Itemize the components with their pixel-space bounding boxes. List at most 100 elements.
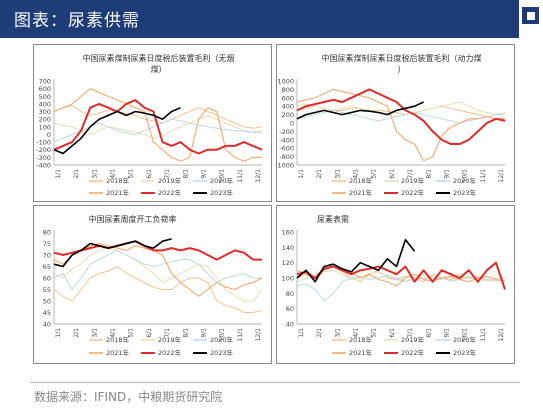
x-tick-label: 10/1 xyxy=(462,328,469,342)
logo-notch xyxy=(527,12,535,20)
footer-divider xyxy=(30,382,520,383)
chart-thermal-coal: 中国尿素煤制尿素日度税后装置毛利（动力煤 ） -1000-800-600-400-2… xyxy=(275,53,506,197)
legend-label: 2019年 xyxy=(401,335,425,344)
y-tick-label: -200 xyxy=(36,146,51,154)
x-tick-label: 3/1 xyxy=(91,328,98,338)
legend-label: 2019年 xyxy=(158,335,182,344)
legend-label: 2022年 xyxy=(401,348,425,357)
y-tick-label: 400 xyxy=(39,100,51,108)
logo xyxy=(519,0,543,38)
y-tick-label: 55 xyxy=(43,286,51,294)
y-tick-label: 60 xyxy=(43,275,51,283)
chart-title-line2: ） xyxy=(398,65,406,74)
legend-label: 2021年 xyxy=(106,348,130,357)
chart-panel-operating-rate: 中国尿素周度开工负荷率 40 45 50 55 60 65 70 75 80 1/1 2/1 3/1 4/… xyxy=(33,205,272,364)
x-tick-label: 10/1 xyxy=(219,169,226,183)
legend-label: 2018年 xyxy=(106,335,130,344)
x-tick-label: 4/1 xyxy=(110,169,117,179)
x-tick-label: 5/1 xyxy=(128,169,135,179)
x-tick-label: 1/1 xyxy=(298,169,305,179)
y-tick-label: 200 xyxy=(282,111,294,119)
x-tick-label: 12/1 xyxy=(255,328,262,342)
y-tick-label: -600 xyxy=(279,145,294,153)
x-tick-label: 3/1 xyxy=(334,328,341,338)
legend-label: 2023年 xyxy=(210,188,234,197)
x-tick-label: 3/1 xyxy=(334,169,341,179)
legend-label: 2022年 xyxy=(158,348,182,357)
chart-panel-anthracite: 中国尿素煤制尿素日度税后装置毛利（无烟 煤） -400 -300 -200 -100 0 10… xyxy=(33,44,272,202)
series-line-2021年 xyxy=(53,243,263,297)
y-tick-label: -800 xyxy=(279,153,294,161)
y-tick-label: 80 xyxy=(43,229,51,237)
x-tick-label: 7/1 xyxy=(164,328,171,338)
y-tick-label: 60 xyxy=(286,305,294,313)
series-line-2020年 xyxy=(53,249,262,290)
series-line-2023年 xyxy=(53,106,181,155)
x-tick-label: 5/1 xyxy=(371,328,378,338)
x-tick-label: 12/1 xyxy=(255,169,262,183)
legend-label: 2020年 xyxy=(453,335,477,344)
y-tick-label: 600 xyxy=(282,94,294,102)
series-line-2022年 xyxy=(53,99,263,155)
legend-label: 2021年 xyxy=(349,348,373,357)
x-tick-label: 7/1 xyxy=(407,169,414,179)
y-tick-label: -400 xyxy=(36,162,51,170)
chart-title: 中国尿素煤制尿素日度税后装置毛利（无烟 xyxy=(83,53,235,63)
y-tick-label: 120 xyxy=(282,259,294,267)
x-tick-label: 7/1 xyxy=(164,169,171,179)
y-tick-label: 0 xyxy=(290,120,294,128)
legend-label: 2020年 xyxy=(210,176,234,185)
y-tick-label: 70 xyxy=(43,252,51,260)
x-tick-label: 8/1 xyxy=(182,169,189,179)
y-tick-label: 80 xyxy=(286,290,294,298)
legend-label: 2018年 xyxy=(349,335,373,344)
x-tick-label: 9/1 xyxy=(200,169,207,179)
x-tick-label: 10/1 xyxy=(219,328,226,342)
legend-label: 2023年 xyxy=(210,348,234,357)
y-tick-label: 40 xyxy=(43,321,51,329)
x-tick-label: 11/1 xyxy=(237,169,244,183)
legend-label: 2020年 xyxy=(210,335,234,344)
y-tick-label: 40 xyxy=(286,321,294,329)
chart-title: 中国尿素周度开工负荷率 xyxy=(89,214,177,224)
x-tick-label: 6/1 xyxy=(389,328,396,338)
x-tick-label: 2/1 xyxy=(73,328,80,338)
x-tick-label: 8/1 xyxy=(182,328,189,338)
x-tick-label: 6/1 xyxy=(146,169,153,179)
series-line-2022年 xyxy=(296,88,506,145)
chart-title: 中国尿素煤制尿素日度税后装置毛利（动力煤 xyxy=(322,53,482,63)
legend-label: 2019年 xyxy=(401,176,425,185)
chart-operating-rate: 中国尿素周度开工负荷率 40 45 50 55 60 65 70 75 80 1/1 2/1 3/1 4/… xyxy=(43,214,263,357)
y-tick-label: -200 xyxy=(279,128,294,136)
chart-title-line2: 煤） xyxy=(151,64,167,74)
x-tick-label: 9/1 xyxy=(443,169,450,179)
series-line-2019年 xyxy=(53,114,263,139)
x-tick-label: 5/1 xyxy=(371,169,378,179)
y-tick-label: -400 xyxy=(279,136,294,144)
legend-label: 2023年 xyxy=(453,188,477,197)
y-tick-label: 800 xyxy=(282,86,294,94)
page-title: 图表：尿素供需 xyxy=(14,11,140,31)
y-tick-label: 50 xyxy=(43,298,51,306)
y-tick-label: 400 xyxy=(282,103,294,111)
y-tick-label: 45 xyxy=(43,309,51,317)
y-tick-label: 75 xyxy=(43,240,51,248)
x-tick-label: 4/1 xyxy=(353,328,360,338)
x-tick-label: 2/1 xyxy=(316,169,323,179)
y-tick-label: 300 xyxy=(39,108,51,116)
x-tick-label: 6/1 xyxy=(389,169,396,179)
x-tick-label: 4/1 xyxy=(353,169,360,179)
y-tick-label: -1000 xyxy=(277,162,294,170)
y-tick-label: -100 xyxy=(36,139,51,147)
y-tick-label: 600 xyxy=(39,85,51,93)
legend-label: 2018年 xyxy=(349,176,373,185)
legend-label: 2022年 xyxy=(401,188,425,197)
y-tick-label: 160 xyxy=(282,229,294,237)
x-tick-label: 11/1 xyxy=(237,328,244,342)
y-tick-label: 500 xyxy=(39,93,51,101)
y-tick-label: 0 xyxy=(47,131,51,139)
series-line-2023年 xyxy=(53,238,172,268)
y-tick-label: 100 xyxy=(282,275,294,283)
x-tick-label: 5/1 xyxy=(128,328,135,338)
legend-label: 2023年 xyxy=(453,348,477,357)
